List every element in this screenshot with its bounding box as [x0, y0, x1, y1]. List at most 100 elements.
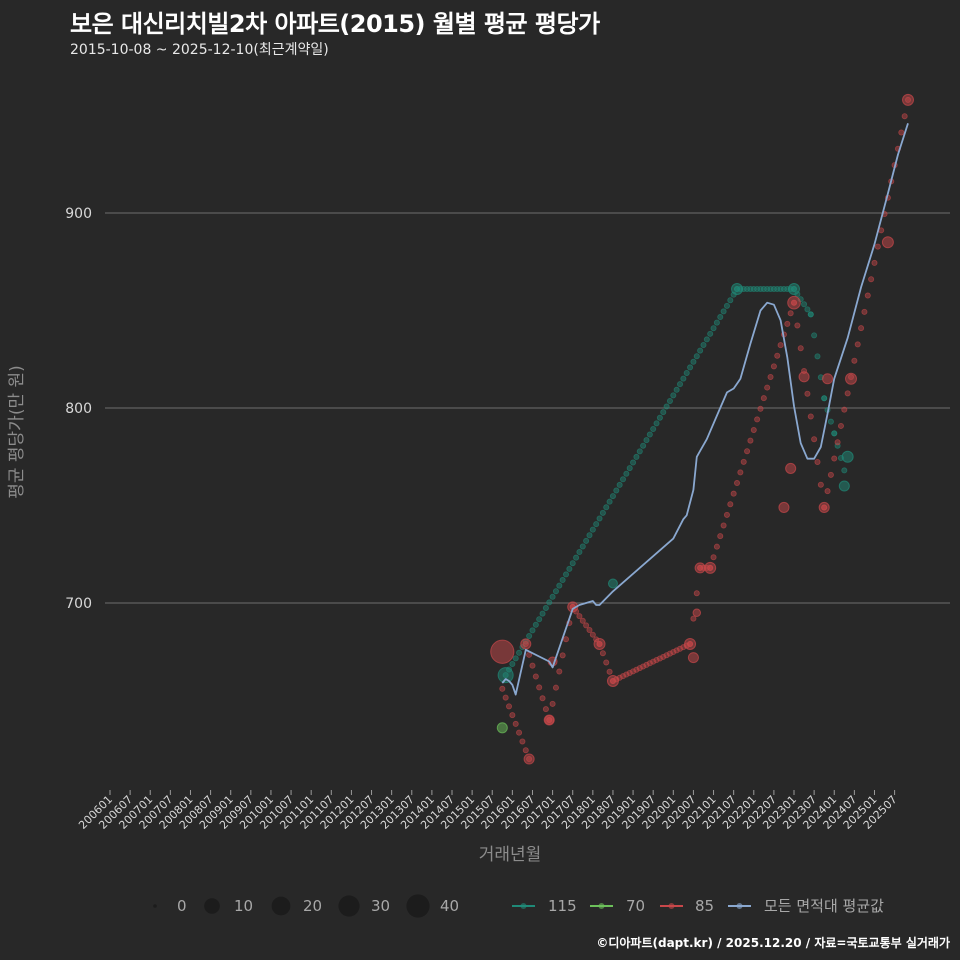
interp-point — [516, 649, 523, 656]
color-legend-dot — [520, 903, 527, 909]
size-legend-swatch — [271, 896, 291, 916]
data-point[interactable] — [788, 283, 801, 296]
interp-point — [851, 357, 858, 364]
interp-point — [750, 426, 757, 433]
interp-point — [697, 347, 704, 354]
interp-point — [713, 543, 720, 550]
interp-point — [653, 420, 660, 427]
interp-point — [811, 436, 818, 443]
gridlines — [105, 212, 950, 604]
data-point[interactable] — [496, 722, 508, 734]
data-point[interactable] — [606, 675, 619, 687]
source-credit: ©디아파트(dapt.kr) / 2025.12.20 / 자료=국토교통부 실… — [596, 936, 950, 950]
interp-point — [633, 453, 640, 460]
data-point[interactable] — [785, 462, 797, 474]
interp-point — [532, 673, 539, 680]
x-axis: 2006012006072007012007072008012008072009… — [76, 790, 900, 832]
data-point[interactable] — [787, 295, 801, 310]
interp-point — [663, 652, 670, 659]
interp-point — [536, 616, 543, 623]
interp-point — [509, 712, 516, 719]
size-legend-label: 20 — [303, 897, 322, 915]
data-point[interactable] — [845, 372, 858, 385]
data-point[interactable] — [497, 667, 514, 684]
interp-point — [616, 481, 623, 488]
data-point[interactable] — [798, 371, 810, 383]
interp-point — [499, 685, 506, 692]
interp-point — [532, 621, 539, 628]
interp-point — [777, 342, 784, 349]
interp-point — [599, 509, 606, 516]
interp-point — [814, 458, 821, 465]
data-point[interactable] — [818, 501, 830, 513]
interp-point — [656, 655, 663, 662]
size-legend-swatch — [204, 898, 220, 914]
data-point[interactable] — [704, 561, 717, 574]
size-legend-swatch — [406, 894, 430, 918]
data-point[interactable] — [544, 715, 555, 725]
interp-point — [841, 406, 848, 413]
y-axis-label: 평균 평당가(만 원) — [7, 365, 27, 499]
data-point[interactable] — [731, 283, 744, 296]
data-point[interactable] — [593, 637, 606, 650]
interp-point — [542, 605, 549, 612]
color-legend-label: 85 — [695, 897, 714, 915]
data-point[interactable] — [881, 236, 894, 249]
interp-point — [837, 422, 844, 429]
data-point[interactable] — [822, 373, 834, 385]
interp-point — [603, 659, 610, 666]
interp-point — [794, 322, 801, 329]
interp-point — [583, 622, 590, 629]
interp-point — [874, 243, 881, 250]
interp-point — [536, 684, 543, 691]
interp-point — [623, 671, 630, 678]
color-legend-label: 모든 면적대 평균값 — [764, 897, 884, 915]
data-point[interactable] — [490, 639, 515, 664]
data-point[interactable] — [778, 501, 790, 513]
data-point[interactable] — [838, 480, 850, 492]
interp-point — [650, 658, 657, 665]
interp-point — [563, 571, 570, 578]
interp-point — [730, 490, 737, 497]
interp-point — [589, 526, 596, 533]
y-tick-label: 700 — [65, 596, 92, 612]
data-point[interactable] — [523, 753, 535, 765]
data-point[interactable] — [692, 608, 702, 617]
interp-point — [643, 661, 650, 668]
data-point[interactable] — [902, 93, 915, 106]
interp-point — [801, 301, 808, 308]
interp-point — [710, 554, 717, 561]
size-legend-label: 10 — [234, 897, 253, 915]
interp-point — [723, 511, 730, 518]
interp-point — [703, 336, 710, 343]
interp-point — [854, 341, 861, 348]
interp-point — [650, 425, 657, 432]
interp-point — [512, 655, 519, 662]
interp-point — [559, 652, 566, 659]
interp-point — [620, 673, 627, 680]
data-point[interactable] — [841, 450, 854, 463]
data-point[interactable] — [520, 638, 532, 650]
data-point[interactable] — [607, 578, 618, 589]
interp-point — [804, 390, 811, 397]
interp-point — [720, 522, 727, 529]
interp-point — [804, 306, 811, 313]
interp-point — [522, 747, 529, 754]
interp-point — [583, 537, 590, 544]
interp-point — [636, 665, 643, 672]
interp-point — [864, 292, 871, 299]
size-legend-label: 0 — [177, 897, 187, 915]
interp-point — [599, 650, 606, 657]
interp-point — [656, 414, 663, 421]
interp-point — [653, 657, 660, 664]
interp-point — [744, 448, 751, 455]
data-point[interactable] — [684, 637, 697, 650]
interp-point — [576, 613, 583, 620]
interp-point — [824, 488, 831, 495]
interp-point — [737, 469, 744, 476]
size-legend-swatch — [338, 895, 360, 917]
data-point[interactable] — [694, 562, 706, 574]
interp-point — [670, 392, 677, 399]
interp-point — [720, 308, 727, 315]
data-point[interactable] — [687, 652, 699, 664]
